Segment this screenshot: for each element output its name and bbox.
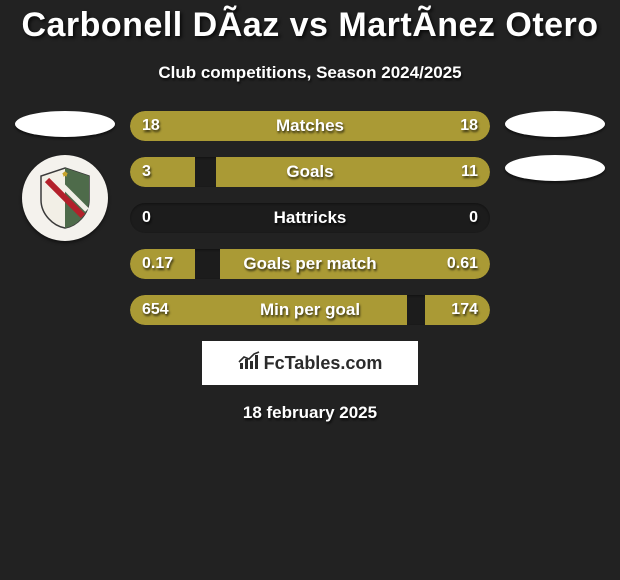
stat-label: Goals per match	[130, 249, 490, 279]
player-left-photo-placeholder	[15, 111, 115, 137]
stat-row: 311Goals	[130, 157, 490, 187]
badge-inner	[28, 161, 102, 235]
left-player-column	[10, 111, 120, 241]
comparison-content: 1818Matches 311Goals 00Hattricks 0.170.61Go…	[0, 111, 620, 423]
brand-chart-icon	[238, 351, 262, 376]
stat-label: Min per goal	[130, 295, 490, 325]
stat-label: Hattricks	[130, 203, 490, 233]
shield-icon	[37, 166, 93, 230]
player-right-club-badge-placeholder	[505, 155, 605, 181]
right-player-column	[500, 111, 610, 199]
stat-label: Matches	[130, 111, 490, 141]
brand-text: FcTables.com	[264, 353, 383, 374]
stat-row: 0.170.61Goals per match	[130, 249, 490, 279]
stat-label: Goals	[130, 157, 490, 187]
stat-row: 654174Min per goal	[130, 295, 490, 325]
page-title: Carbonell DÃ­az vs MartÃ­nez Otero	[0, 0, 620, 45]
brand-box: FcTables.com	[202, 341, 418, 385]
stat-bars: 1818Matches 311Goals 00Hattricks 0.170.61Go…	[130, 111, 490, 325]
player-left-club-badge	[22, 155, 108, 241]
subtitle: Club competitions, Season 2024/2025	[0, 63, 620, 83]
stat-row: 00Hattricks	[130, 203, 490, 233]
date-label: 18 february 2025	[0, 403, 620, 423]
player-right-photo-placeholder	[505, 111, 605, 137]
stat-row: 1818Matches	[130, 111, 490, 141]
